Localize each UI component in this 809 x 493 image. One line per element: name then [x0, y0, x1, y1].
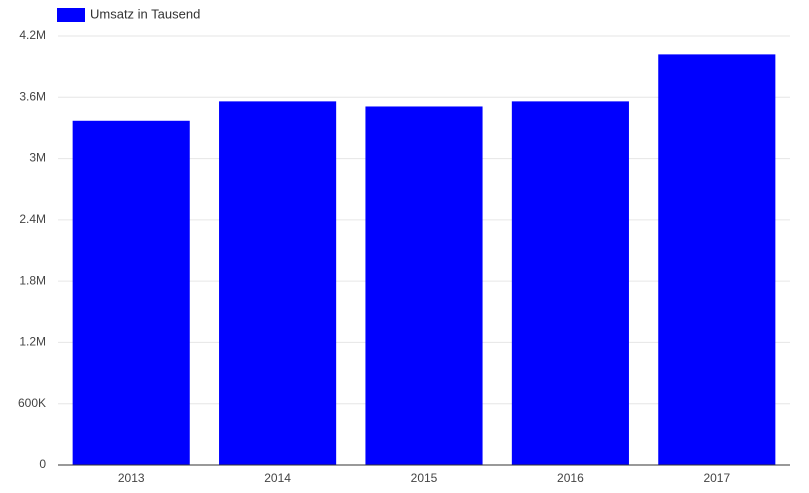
legend-swatch [57, 8, 85, 22]
x-tick-label: 2017 [703, 471, 730, 485]
bar [658, 54, 776, 466]
y-tick-label: 4.2M [19, 28, 46, 42]
x-tick-label: 2015 [411, 471, 438, 485]
y-tick-label: 2.4M [19, 212, 46, 226]
legend-label: Umsatz in Tausend [90, 6, 200, 21]
bar [511, 101, 629, 465]
x-tick-label: 2013 [118, 471, 145, 485]
y-tick-label: 3.6M [19, 89, 46, 103]
x-tick-label: 2016 [557, 471, 584, 485]
y-tick-label: 3M [29, 151, 46, 165]
y-tick-label: 1.2M [19, 335, 46, 349]
y-tick-label: 600K [18, 396, 46, 410]
bar [365, 106, 483, 465]
y-tick-label: 0 [39, 457, 46, 471]
bar [219, 101, 337, 465]
bar [72, 120, 190, 466]
x-tick-label: 2014 [264, 471, 291, 485]
y-tick-label: 1.8M [19, 273, 46, 287]
